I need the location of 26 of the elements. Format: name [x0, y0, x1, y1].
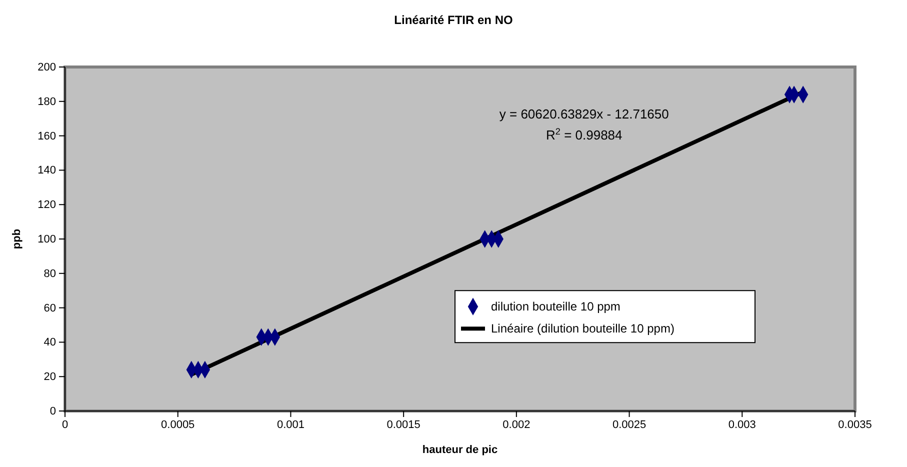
x-tick-label: 0.003	[728, 418, 756, 431]
y-tick-label: 40	[44, 336, 56, 349]
y-tick-label: 100	[38, 234, 56, 246]
legend-label: dilution bouteille 10 ppm	[491, 300, 620, 314]
legend-label: Linéaire (dilution bouteille 10 ppm)	[491, 322, 674, 336]
x-tick-label: 0.002	[502, 418, 530, 431]
y-tick-label: 160	[38, 130, 56, 142]
y-tick-label: 180	[38, 96, 56, 108]
y-axis-title: ppb	[11, 228, 23, 250]
x-tick-label: 0.001	[276, 418, 304, 431]
y-tick-label: 140	[38, 164, 56, 177]
x-tick-label: 0.0025	[612, 418, 646, 431]
x-tick-label: 0.0035	[838, 418, 872, 431]
y-tick-label: 80	[44, 268, 56, 280]
y-tick-label: 20	[44, 371, 56, 384]
annotation: y = 60620.63829x - 12.71650	[499, 106, 669, 122]
y-tick-label: 0	[50, 406, 56, 418]
chart-title: Linéarité FTIR en NO	[394, 13, 513, 27]
x-axis-title: hauteur de pic	[422, 444, 498, 456]
y-tick-label: 200	[38, 62, 56, 74]
annotation: R$^{2}$ = 0.99884	[546, 126, 622, 143]
y-tick-label: 120	[38, 199, 56, 212]
x-tick-label: 0.0005	[161, 418, 195, 431]
x-tick-label: 0.0015	[386, 418, 420, 431]
x-tick-label: 0	[62, 418, 68, 431]
y-tick-label: 60	[44, 302, 56, 314]
